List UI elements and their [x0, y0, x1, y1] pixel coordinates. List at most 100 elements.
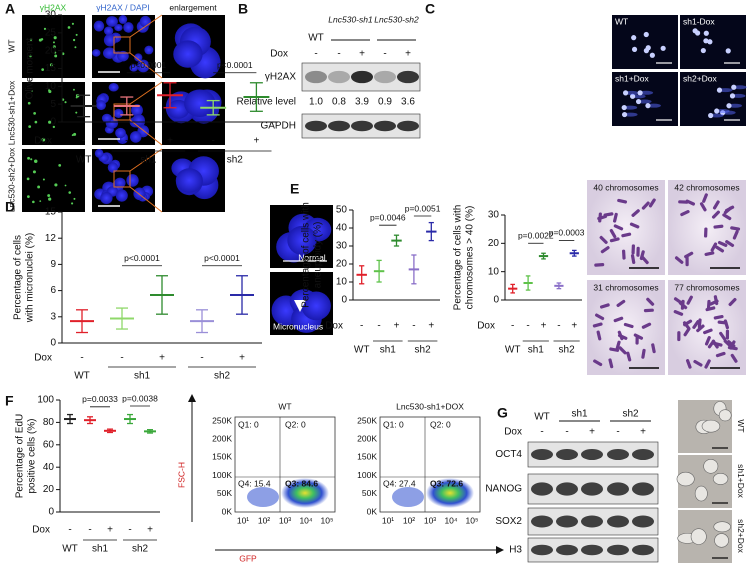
- nucleus: [287, 225, 317, 255]
- x-tick-label: +: [428, 321, 434, 332]
- y-tick-label: 20: [336, 259, 348, 270]
- y-tick-label: 40: [336, 223, 348, 234]
- colony: [714, 533, 729, 548]
- chromosome: [715, 245, 725, 253]
- y-tick-label: 9: [50, 259, 56, 270]
- panel-label: E: [290, 181, 299, 197]
- zoom-line: [129, 14, 163, 38]
- chromosome: [723, 206, 733, 215]
- band: [374, 70, 396, 84]
- image-label: Normal: [298, 252, 326, 262]
- image-label: sh1+Dox: [615, 73, 650, 83]
- band: [581, 544, 603, 556]
- foci: [42, 178, 45, 181]
- chromosome: [609, 237, 620, 243]
- chromosome: [626, 351, 632, 362]
- y-tick-label: 10: [488, 266, 500, 277]
- flow-xtick: 10¹: [382, 515, 394, 525]
- flow-title: WT: [278, 401, 291, 411]
- foci: [41, 137, 46, 142]
- band: [351, 70, 373, 84]
- band: [397, 70, 419, 84]
- nucleus: [113, 108, 124, 118]
- micrograph: [92, 15, 155, 78]
- x-tick-label: -: [125, 136, 128, 147]
- x-tick-label: -: [80, 353, 83, 364]
- comet-head: [700, 47, 706, 54]
- flow-ytick: 150K: [357, 452, 377, 462]
- chromosome: [595, 313, 605, 321]
- comet-tail: [709, 113, 724, 118]
- quadrant: Q1: 0: [383, 419, 404, 429]
- flow-cloud: [281, 478, 329, 508]
- nucleus: [101, 113, 112, 123]
- foci: [27, 156, 30, 160]
- y-tick-label: 0: [50, 117, 56, 128]
- nucleus: [175, 168, 203, 193]
- band: [556, 449, 578, 460]
- group-label: WT: [505, 345, 521, 356]
- nucleus: [115, 189, 128, 202]
- karyotype-image: [668, 280, 746, 375]
- y-tick-label: 30: [45, 10, 57, 21]
- chromosome: [641, 322, 652, 329]
- comet-image: [612, 72, 678, 126]
- x-tick-label: -: [412, 321, 415, 332]
- foci: [28, 125, 32, 129]
- chromosome: [629, 222, 640, 229]
- x-tick-label: +: [394, 321, 400, 332]
- band-label: SOX2: [495, 516, 522, 527]
- chromosome: [609, 228, 617, 239]
- quadrant: Q4: 15.4: [238, 478, 271, 488]
- chromosome: [699, 202, 707, 212]
- karyotype-image: [587, 180, 665, 275]
- comet-image: [680, 72, 747, 126]
- column-header: γH2AX: [40, 2, 67, 12]
- row-label: Dox: [504, 427, 522, 438]
- dox-sign: -: [616, 427, 619, 438]
- comet-head: [630, 93, 636, 99]
- colony: [676, 471, 695, 487]
- image-bg: [612, 72, 678, 126]
- flow-ytick: 200K: [357, 433, 377, 443]
- band: [556, 482, 578, 496]
- chromosome: [715, 351, 726, 358]
- y-axis-label: chromosomes > 40 (%): [465, 206, 476, 310]
- y-axis-label: Olive moment: [25, 37, 36, 99]
- dox-sign: -: [314, 49, 317, 60]
- dox-sign: -: [565, 427, 568, 438]
- comet-tail: [637, 99, 652, 104]
- colony: [690, 528, 707, 545]
- comet-tail: [623, 105, 638, 110]
- relative-level: 0.8: [332, 97, 346, 108]
- x-tick-label: -: [526, 321, 529, 332]
- x-tick-label: +: [239, 353, 245, 364]
- column-header: enlargement: [169, 2, 217, 12]
- band: [607, 515, 629, 528]
- image-label: sh2+Dox: [683, 73, 718, 83]
- micronucleus-image: [270, 205, 333, 268]
- band-label: H3: [509, 545, 522, 556]
- flow-ytick: 50K: [217, 488, 232, 498]
- blot: [527, 507, 659, 536]
- comet-head: [692, 28, 698, 34]
- y-tick-label: 0: [48, 507, 54, 518]
- chromosome: [618, 346, 627, 355]
- image-label: Micronucleus: [273, 321, 323, 331]
- flow-xlabel: GFP: [239, 553, 257, 563]
- chromosome: [697, 318, 702, 329]
- flow-ytick: 0K: [222, 506, 233, 516]
- p-value: p<0.0001: [217, 60, 253, 70]
- nucleus: [103, 47, 116, 59]
- y-tick-label: 30: [336, 241, 348, 252]
- image-bg: [587, 280, 665, 375]
- y-tick-label: 5: [50, 99, 56, 110]
- blot: [527, 441, 659, 468]
- chromosome: [705, 306, 716, 312]
- foci: [48, 89, 51, 92]
- image-label: 77 chromosomes: [674, 282, 739, 292]
- quadrant: Q4: 27.4: [383, 478, 416, 488]
- foci: [68, 191, 72, 194]
- foci: [52, 45, 56, 49]
- y-tick-label: 20: [43, 484, 55, 495]
